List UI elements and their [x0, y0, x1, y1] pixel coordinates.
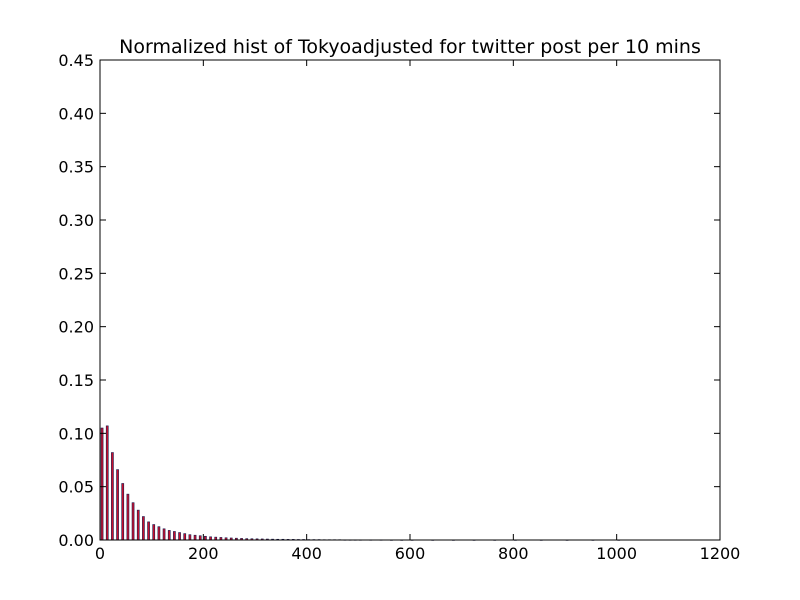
histogram-bar	[198, 535, 202, 541]
x-tick-label: 800	[498, 544, 529, 563]
y-tick-label: 0.15	[58, 371, 94, 390]
histogram-bar	[193, 534, 197, 541]
histogram-bar	[152, 524, 156, 541]
x-tick-label: 400	[291, 544, 322, 563]
plot-frame	[99, 59, 721, 541]
histogram-bar	[173, 531, 176, 541]
x-tick-label: 1000	[596, 544, 637, 563]
histogram-bar	[100, 427, 104, 541]
x-tick-label: 600	[395, 544, 426, 563]
histogram-bar	[136, 509, 140, 541]
histogram-bar	[157, 526, 161, 541]
x-tick-labels: 0 200 400 600 800 1000 1200	[95, 544, 740, 563]
histogram-bar	[167, 530, 171, 541]
y-tick-label: 0.40	[58, 104, 94, 123]
histogram-bar	[116, 469, 119, 541]
y-tick-labels: 0.00 0.05 0.10 0.15 0.20 0.25 0.30 0.35 0.40 0.45	[58, 51, 94, 550]
histogram-bar	[131, 502, 135, 541]
bars-group	[100, 425, 621, 541]
histogram-bar	[111, 452, 114, 541]
y-tick-label: 0.00	[58, 531, 94, 550]
y-tick-label: 0.25	[58, 264, 94, 283]
histogram-bar	[183, 533, 187, 541]
y-tick-label: 0.35	[58, 158, 94, 177]
histogram-bar	[178, 532, 181, 541]
x-tick-label: 200	[188, 544, 219, 563]
histogram-bar	[126, 493, 130, 541]
histogram-bar	[188, 534, 192, 541]
y-tick-label: 0.45	[58, 51, 94, 70]
axis-ticks	[99, 59, 721, 541]
y-tick-label: 0.30	[58, 211, 94, 230]
y-tick-label: 0.05	[58, 478, 94, 497]
x-tick-label: 0	[95, 544, 105, 563]
histogram-bar	[162, 528, 166, 541]
histogram-bar	[147, 521, 150, 541]
chart-title: Normalized hist of Tokyoadjusted for twi…	[119, 36, 701, 58]
x-tick-label: 1200	[700, 544, 741, 563]
histogram-bar	[204, 535, 207, 541]
y-tick-label: 0.20	[58, 318, 94, 337]
histogram-bar	[121, 483, 125, 541]
y-tick-label: 0.10	[58, 424, 94, 443]
histogram-bar	[105, 425, 109, 541]
histogram-bar	[142, 516, 145, 541]
